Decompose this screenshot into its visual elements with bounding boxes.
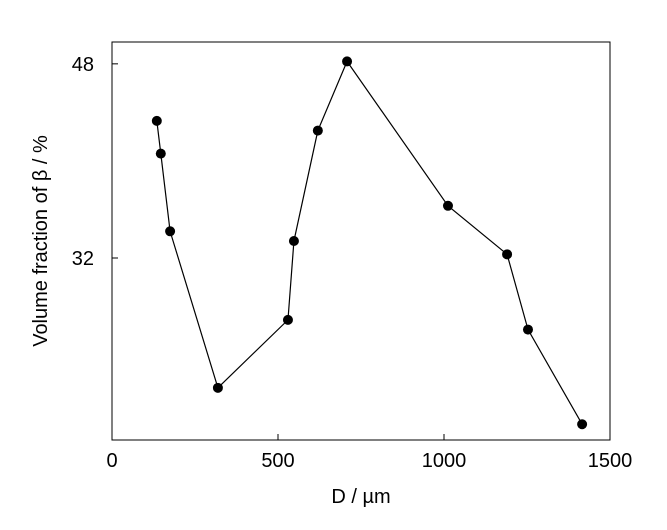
y-tick-label: 32 xyxy=(72,248,94,270)
data-point xyxy=(282,314,293,325)
x-tick-label: 1000 xyxy=(422,450,467,472)
data-point xyxy=(577,419,588,430)
data-point xyxy=(288,236,299,246)
data-point xyxy=(342,56,353,67)
data-line xyxy=(156,60,583,425)
x-axis-label: D / µm xyxy=(331,486,390,508)
x-tick-label: 500 xyxy=(261,450,294,472)
data-point xyxy=(502,249,513,260)
data-point xyxy=(212,382,223,393)
data-point xyxy=(522,324,533,335)
y-tick-label: 48 xyxy=(72,54,94,76)
data-point xyxy=(312,125,323,136)
x-tick-label: 0 xyxy=(106,450,117,472)
data-point xyxy=(151,115,162,126)
data-point xyxy=(155,148,166,159)
plot-frame xyxy=(111,41,611,441)
x-tick-label: 1500 xyxy=(588,450,633,472)
data-point xyxy=(165,226,176,237)
data-point xyxy=(442,200,453,211)
y-axis-label: Volume fraction of β / % xyxy=(30,135,52,347)
